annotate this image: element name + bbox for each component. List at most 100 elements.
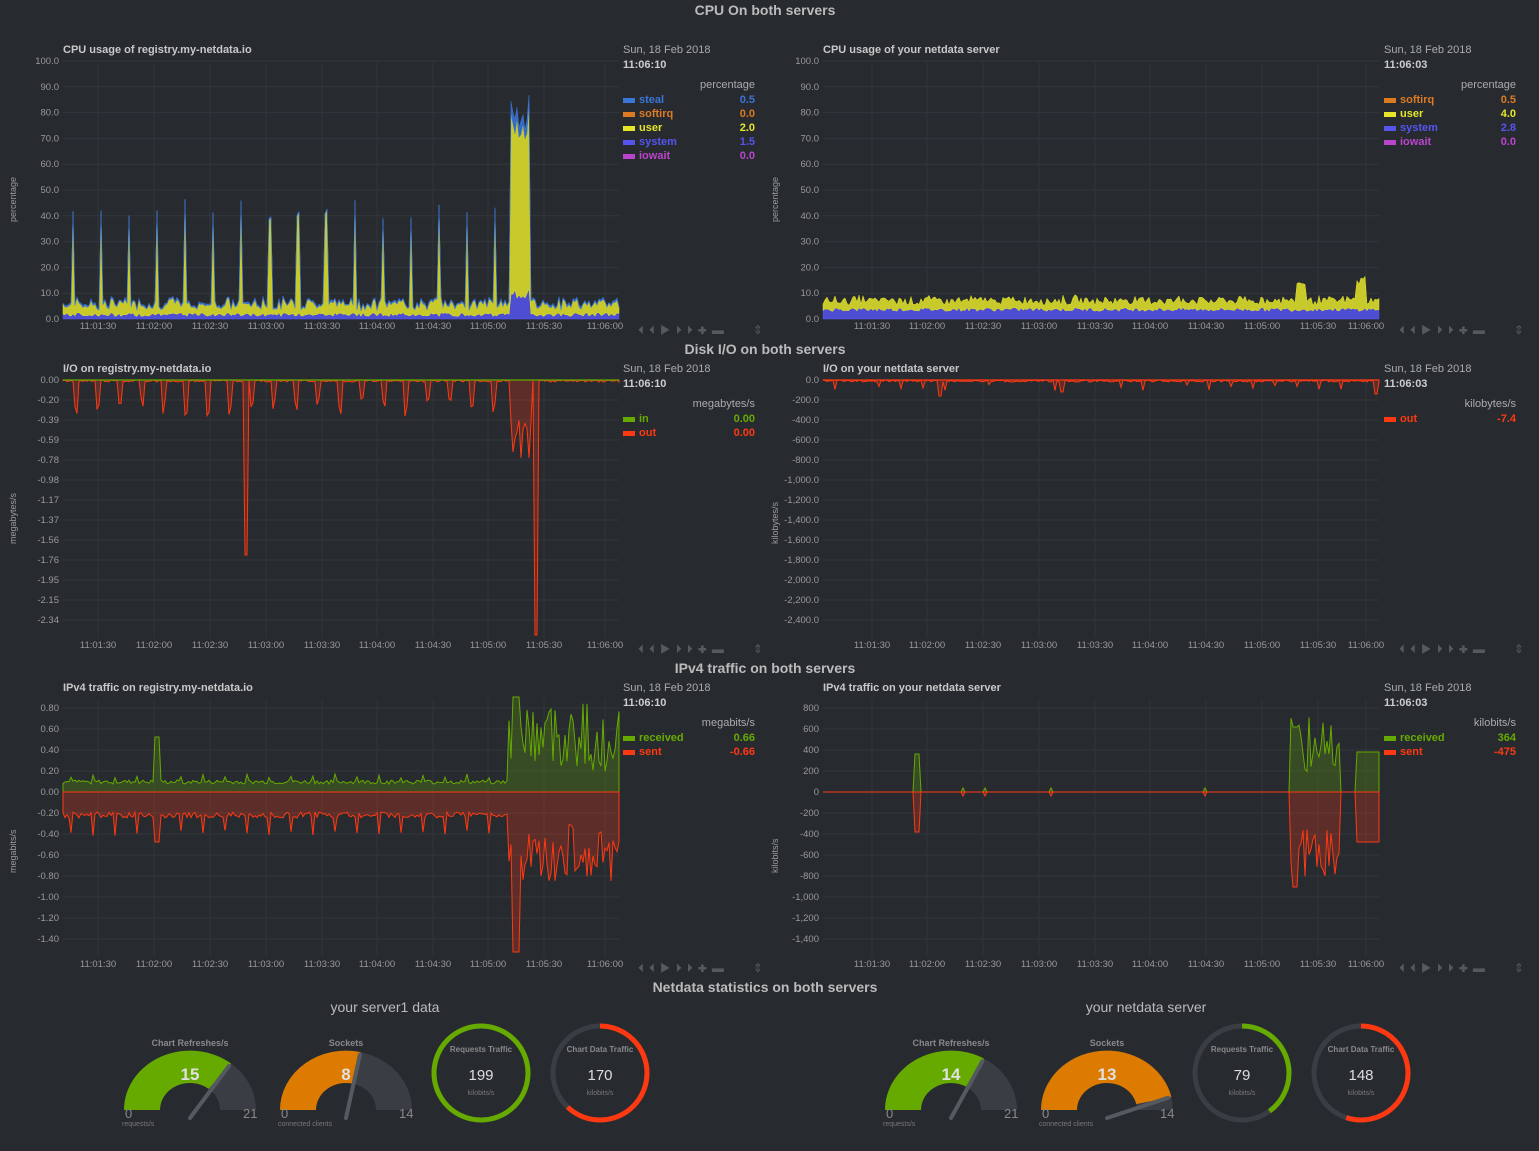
y-tick-label: 100.0 [35,56,59,67]
gauge-chart[interactable] [115,1040,265,1120]
resize-handle[interactable]: ⇕ [752,642,768,656]
pan-right-button[interactable]: ⏵⏵ [675,323,698,337]
chart-canvas[interactable]: 0.80 0.60 0.40 0.20 0.00 -0.20 -0.40 -0.60 -0.80… [0,678,760,996]
series-area-received [62,696,620,793]
play-button[interactable]: ▶ [660,642,676,656]
legend-series-value: 0.66 [733,732,755,744]
pan-right-button[interactable]: ⏵⏵ [675,961,698,975]
legend-row[interactable]: user 4.0 [1384,107,1516,121]
zoom-in-button[interactable]: ✚ [1458,323,1473,337]
chart-canvas[interactable]: 800 600 400 200 0 -200 -400 -600 -800 -1,000 -1,20… [761,678,1521,996]
resize-handle[interactable]: ⇕ [1513,323,1529,337]
legend-row[interactable]: out -7.4 [1384,412,1516,426]
legend-row[interactable]: softirq 0.5 [1384,93,1516,107]
resize-handle[interactable]: ⇕ [1513,961,1529,975]
legend-series-name: out [1400,413,1418,425]
x-tick-label: 11:03:00 [248,640,284,651]
legend-row[interactable]: received 364 [1384,731,1516,745]
legend-row[interactable]: received 0.66 [623,731,755,745]
legend-units: percentage [1460,79,1516,91]
donut-chart[interactable] [1190,1021,1294,1125]
play-button[interactable]: ▶ [1421,642,1437,656]
gauge-chart[interactable] [271,1040,421,1120]
legend-row[interactable]: system 1.5 [623,135,755,149]
chart-panel[interactable]: 100.0 90.0 80.0 70.0 60.0 50.0 40.0 30.0 20.0 10.… [0,40,763,358]
pan-right-button[interactable]: ⏵⏵ [1436,323,1459,337]
series-area-sent [62,791,620,953]
x-tick-label: 11:02:30 [965,321,1001,332]
chart-panel[interactable]: 800 600 400 200 0 -200 -400 -600 -800 -1,000 -1,20… [761,678,1524,996]
pan-right-button[interactable]: ⏵⏵ [1436,961,1459,975]
section-title-disk: Disk I/O on both servers [684,341,846,357]
y-tick-label: 40.0 [41,211,60,222]
resize-handle[interactable]: ⇕ [1513,642,1529,656]
donut-chart[interactable] [1309,1021,1413,1125]
pan-left-button[interactable]: ⏴⏴ [638,323,661,337]
donut-value: 170 [587,1067,613,1084]
zoom-in-button[interactable]: ✚ [697,961,712,975]
gauge-fill [280,1050,361,1110]
zoom-out-button[interactable]: ▬ [711,642,729,656]
pan-left-button[interactable]: ⏴⏴ [1399,642,1422,656]
legend-row[interactable]: sent -475 [1384,745,1516,759]
chart-panel[interactable]: 0.0 -200.0 -400.0 -600.0 -800.0 -1,000.0 -1,20… [761,359,1524,677]
play-button[interactable]: ▶ [660,323,676,337]
gauge-chart[interactable] [1032,1040,1182,1120]
donut-chart[interactable] [548,1021,652,1125]
chart-panel[interactable]: 0.00 -0.20 -0.39 -0.59 -0.78 -0.98 -1.17 -1.37 -… [0,359,763,677]
x-tick-label: 11:06:00 [1348,640,1384,651]
legend-row[interactable]: iowait 0.0 [1384,135,1516,149]
zoom-out-button[interactable]: ▬ [1472,642,1490,656]
zoom-out-button[interactable]: ▬ [711,323,729,337]
pan-left-button[interactable]: ⏴⏴ [1399,961,1422,975]
chart-panel[interactable]: 0.80 0.60 0.40 0.20 0.00 -0.20 -0.40 -0.60 -0.80… [0,678,763,996]
x-tick-label: 11:04:00 [1132,321,1168,332]
chart-legend: Sun, 18 Feb 2018 11:06:03 kilobits/s receiv… [1384,682,1516,759]
gauge-chart[interactable] [876,1040,1026,1120]
x-tick-label: 11:05:30 [1300,959,1336,970]
zoom-in-button[interactable]: ✚ [697,642,712,656]
resize-handle[interactable]: ⇕ [752,961,768,975]
play-button[interactable]: ▶ [1421,323,1437,337]
pan-left-button[interactable]: ⏴⏴ [1399,323,1422,337]
chart-panel[interactable]: 100.0 90.0 80.0 70.0 60.0 50.0 40.0 30.0 20.0 10.… [761,40,1524,358]
chart-canvas[interactable]: 0.0 -200.0 -400.0 -600.0 -800.0 -1,000.0 -1,20… [761,359,1521,677]
zoom-in-button[interactable]: ✚ [697,323,712,337]
pan-left-button[interactable]: ⏴⏴ [638,642,661,656]
resize-handle[interactable]: ⇕ [752,323,768,337]
chart-canvas[interactable]: 100.0 90.0 80.0 70.0 60.0 50.0 40.0 30.0 20.0 10.… [0,40,760,358]
legend-row[interactable]: in 0.00 [623,412,755,426]
play-button[interactable]: ▶ [1421,961,1437,975]
gauge-value: 14 [941,1065,961,1084]
pan-right-button[interactable]: ⏵⏵ [675,642,698,656]
y-tick-label: 0.00 [41,787,60,798]
legend-swatch [1384,111,1396,117]
zoom-out-button[interactable]: ▬ [1472,961,1490,975]
y-tick-label: 60.0 [41,159,60,170]
chart-canvas[interactable]: 0.00 -0.20 -0.39 -0.59 -0.78 -0.98 -1.17 -1.37 -… [0,359,760,677]
legend-row[interactable]: steal 0.5 [623,93,755,107]
legend-row[interactable]: sent -0.66 [623,745,755,759]
zoom-in-button[interactable]: ✚ [1458,642,1473,656]
chart-canvas[interactable]: 100.0 90.0 80.0 70.0 60.0 50.0 40.0 30.0 20.0 10.… [761,40,1521,358]
zoom-in-button[interactable]: ✚ [1458,961,1473,975]
legend-row[interactable]: softirq 0.0 [623,107,755,121]
gauge-needle [949,1059,985,1120]
donut-chart[interactable] [429,1021,533,1125]
pan-left-button[interactable]: ⏴⏴ [638,961,661,975]
zoom-out-button[interactable]: ▬ [1472,323,1490,337]
legend-row[interactable]: system 2.8 [1384,121,1516,135]
x-tick-label: 11:02:00 [136,959,172,970]
x-tick-label: 11:06:00 [587,959,623,970]
play-button[interactable]: ▶ [660,961,676,975]
zoom-out-button[interactable]: ▬ [711,961,729,975]
legend-units: kilobits/s [1473,717,1516,729]
legend-row[interactable]: user 2.0 [623,121,755,135]
legend-row[interactable]: iowait 0.0 [623,149,755,163]
y-tick-label: 0 [814,787,819,798]
legend-series-name: iowait [639,150,671,162]
x-tick-label: 11:04:30 [1188,321,1224,332]
legend-series-value: 1.5 [739,136,755,148]
pan-right-button[interactable]: ⏵⏵ [1436,642,1459,656]
legend-row[interactable]: out 0.00 [623,426,755,440]
